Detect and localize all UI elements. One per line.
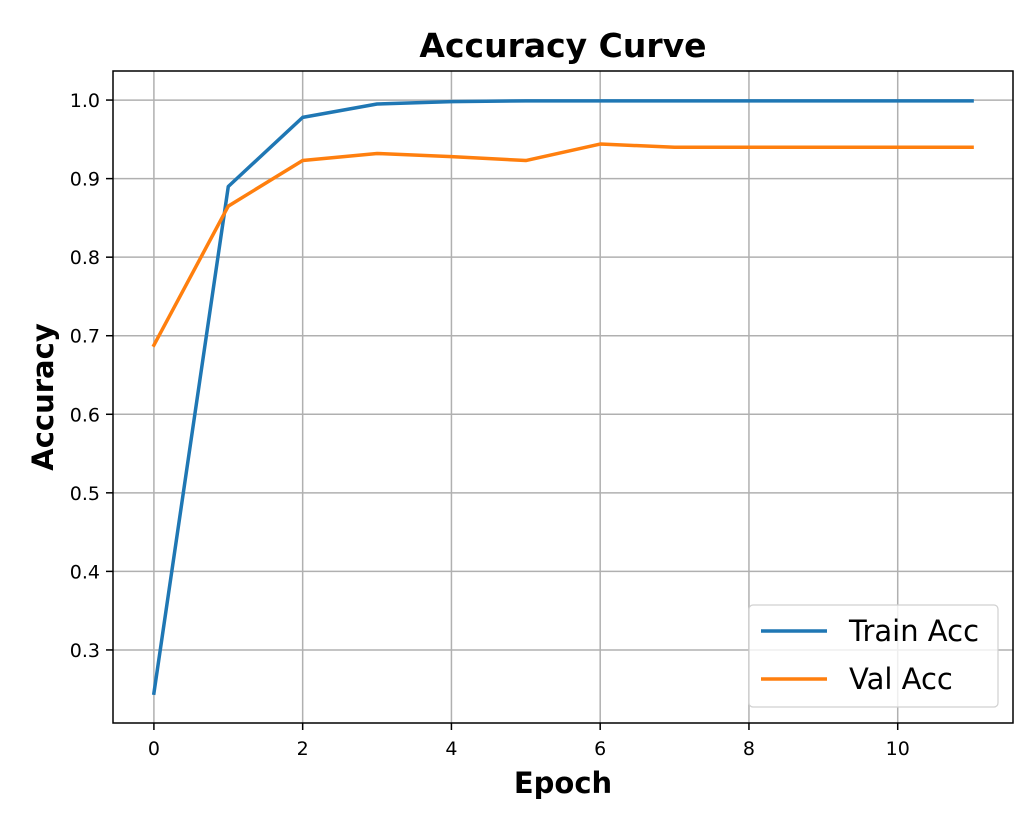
legend: Train Acc Val Acc [748,604,999,708]
x-tick-label: 8 [743,738,755,760]
y-tick-label: 0.7 [70,326,100,348]
axis-ticks: 0 2 4 6 8 10 0.3 0.4 0.5 0.6 0.7 0.8 0.9 1.0 [70,90,910,760]
x-axis-label: Epoch [514,766,612,800]
y-tick-label: 0.8 [70,247,100,269]
y-tick-label: 0.4 [70,561,100,583]
series-line-val-acc [151,142,974,348]
x-tick-label: 10 [886,738,910,760]
x-tick-label: 0 [148,738,160,760]
plot-frame [112,70,1014,724]
legend-label-val-acc: Val Acc [849,662,953,696]
y-tick-label: 0.3 [70,640,100,662]
y-tick-label: 0.6 [70,404,100,426]
y-tick-label: 0.5 [70,483,100,505]
series-lines [151,99,974,696]
series-line-train-acc [151,99,974,696]
x-tick-label: 4 [445,738,457,760]
chart-title: Accuracy Curve [419,26,706,65]
x-tick-label: 2 [297,738,309,760]
x-tick-label: 6 [594,738,606,760]
y-axis-label: Accuracy [26,323,60,471]
y-tick-label: 0.9 [70,169,100,191]
y-tick-label: 1.0 [70,90,100,112]
legend-label-train-acc: Train Acc [848,614,979,648]
